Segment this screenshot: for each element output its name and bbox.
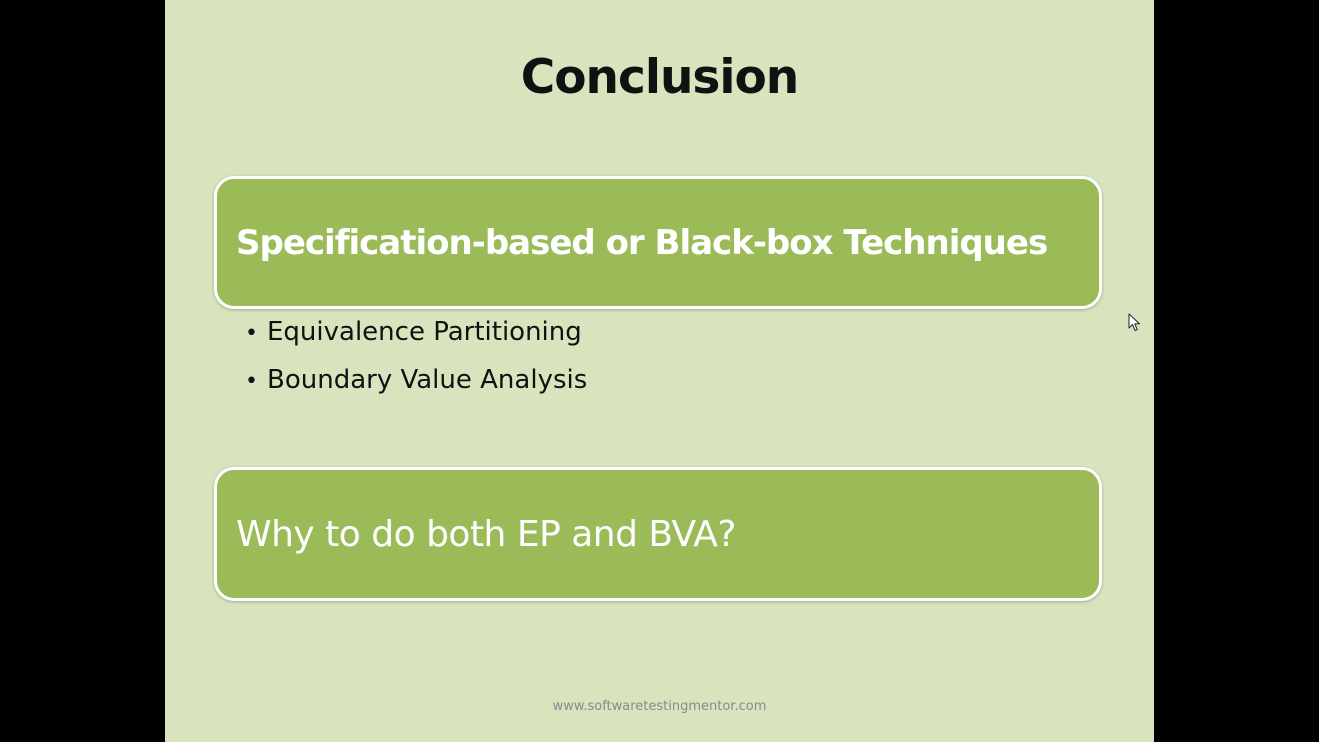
mouse-pointer-icon xyxy=(1128,313,1141,332)
list-item: • Boundary Value Analysis xyxy=(245,359,587,407)
list-item-label: Boundary Value Analysis xyxy=(267,365,588,395)
technique-heading-box: Specification-based or Black-box Techniq… xyxy=(214,176,1102,309)
bullet-dot: • xyxy=(245,369,258,394)
list-item: • Equivalence Partitioning xyxy=(245,311,587,359)
slide: Conclusion Specification-based or Black-… xyxy=(165,0,1154,742)
question-text: Why to do both EP and BVA? xyxy=(236,513,737,555)
slide-title: Conclusion xyxy=(520,50,800,105)
technique-heading-text: Specification-based or Black-box Techniq… xyxy=(236,222,1048,263)
question-box: Why to do both EP and BVA? xyxy=(214,467,1102,601)
technique-list: • Equivalence Partitioning • Boundary Valu… xyxy=(245,311,587,407)
bullet-dot: • xyxy=(245,321,258,346)
list-item-label: Equivalence Partitioning xyxy=(267,317,582,347)
footer-url: www.softwaretestingmentor.com xyxy=(552,699,767,714)
